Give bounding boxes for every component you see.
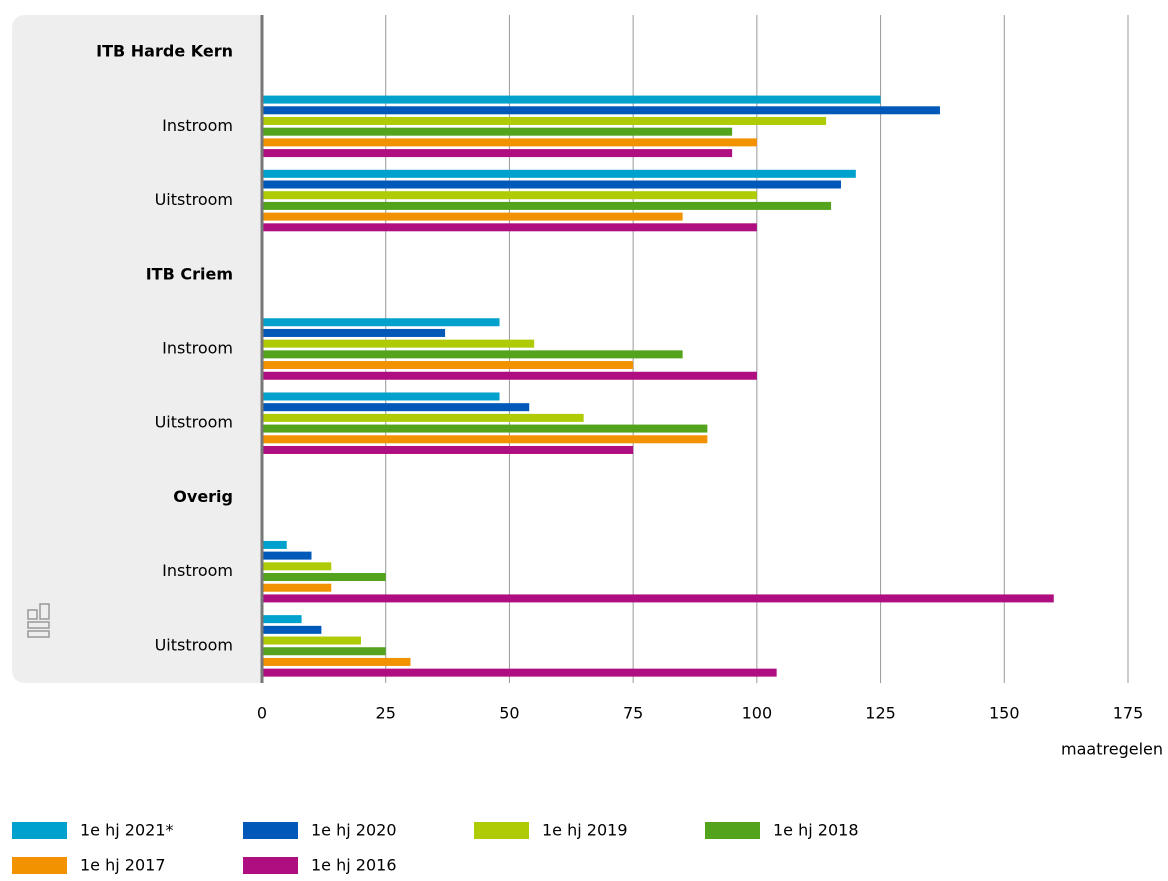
bar (262, 413, 584, 422)
legend-label: 1e hj 2019 (542, 821, 628, 840)
bar (262, 318, 500, 327)
bar (262, 392, 500, 401)
bar (262, 424, 708, 433)
y-tick-label: Uitstroom (155, 190, 233, 209)
bar (262, 403, 530, 412)
group-label: ITB Criem (146, 264, 233, 283)
bar (262, 445, 634, 454)
logo (27, 603, 50, 638)
x-tick-label: 0 (257, 704, 267, 723)
bar (262, 435, 708, 444)
legend-label: 1e hj 2017 (80, 856, 166, 875)
y-tick-label: Instroom (162, 339, 233, 358)
x-tick-label: 50 (499, 704, 519, 723)
bar (262, 573, 386, 582)
group-label: ITB Harde Kern (96, 42, 233, 61)
y-tick-label: Uitstroom (155, 413, 233, 432)
bar (262, 149, 733, 158)
label-panel (12, 15, 262, 683)
bar (262, 212, 683, 221)
bar (262, 371, 757, 380)
x-tick-label: 75 (623, 704, 643, 723)
bar (262, 339, 535, 348)
legend-swatch (243, 822, 298, 839)
legend-swatch (12, 857, 67, 874)
bar (262, 551, 312, 560)
bar (262, 540, 287, 549)
bar (262, 668, 777, 677)
bar (262, 615, 302, 624)
bar (262, 625, 322, 634)
legend-swatch (705, 822, 760, 839)
bar (262, 636, 361, 645)
bar (262, 116, 827, 125)
bar (262, 127, 733, 136)
x-tick-label: 25 (376, 704, 396, 723)
legend-swatch (243, 857, 298, 874)
x-tick-label: 150 (989, 704, 1020, 723)
bar (262, 657, 411, 666)
legend-label: 1e hj 2016 (311, 856, 397, 875)
x-axis-label: maatregelen (1061, 740, 1163, 759)
bar (262, 180, 841, 189)
bar (262, 223, 757, 232)
bar (262, 106, 940, 115)
y-tick-label: Uitstroom (155, 635, 233, 654)
bar (262, 169, 856, 178)
bar (262, 562, 332, 571)
y-tick-label: Instroom (162, 116, 233, 135)
x-tick-label: 100 (742, 704, 773, 723)
legend-swatch (12, 822, 67, 839)
legend-label: 1e hj 2020 (311, 821, 397, 840)
bar (262, 328, 446, 337)
bar (262, 95, 881, 104)
bar (262, 361, 634, 370)
bar (262, 350, 683, 359)
y-tick-label: Instroom (162, 561, 233, 580)
bar (262, 594, 1054, 603)
legend-swatch (474, 822, 529, 839)
legend-label: 1e hj 2021* (80, 821, 174, 840)
bar (262, 138, 757, 147)
bar (262, 647, 386, 656)
x-tick-label: 175 (1113, 704, 1144, 723)
legend-label: 1e hj 2018 (773, 821, 859, 840)
bar (262, 583, 332, 592)
bar (262, 191, 757, 200)
group-label: Overig (173, 487, 233, 506)
bar (262, 201, 832, 210)
x-tick-label: 125 (865, 704, 896, 723)
